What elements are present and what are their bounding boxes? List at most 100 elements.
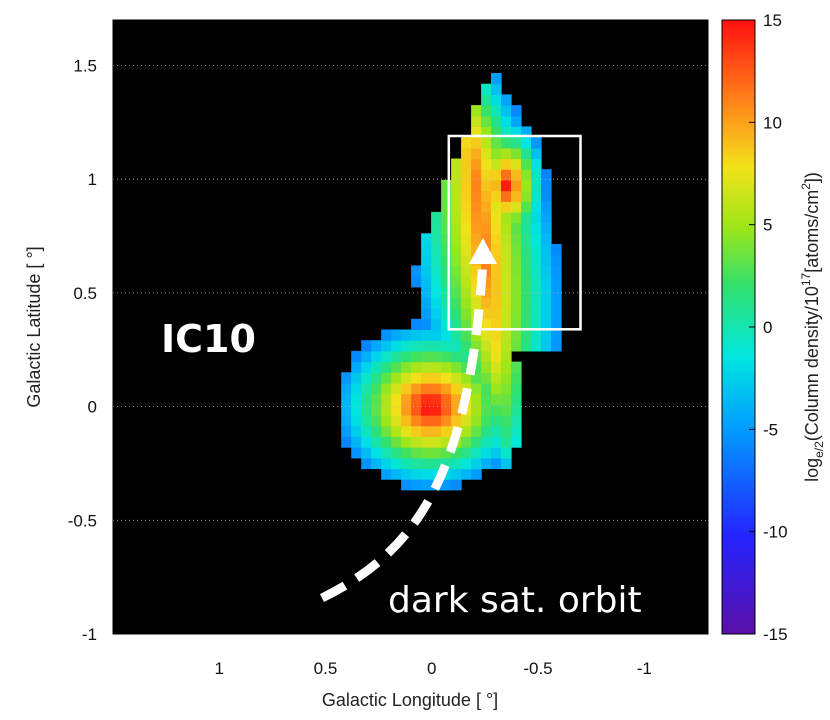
heatmap-cell xyxy=(421,308,432,320)
heatmap-cell xyxy=(421,286,432,298)
heatmap-cell xyxy=(511,393,522,405)
heatmap-cell xyxy=(471,447,482,459)
heatmap-cell xyxy=(461,265,472,277)
heatmap-cell xyxy=(441,244,452,256)
heatmap-cell xyxy=(401,361,412,373)
heatmap-cell xyxy=(471,297,482,309)
heatmap-cell xyxy=(531,190,542,202)
heatmap-cell xyxy=(541,286,552,298)
heatmap-cell xyxy=(401,479,412,491)
heatmap-cell xyxy=(511,190,522,202)
heatmap-cell xyxy=(411,415,422,427)
heatmap-cell xyxy=(521,147,532,160)
heatmap-cell xyxy=(491,115,502,127)
colorbar-tick-label: -5 xyxy=(763,420,778,439)
heatmap-cell xyxy=(511,361,522,373)
heatmap-cell xyxy=(551,244,562,256)
colorbar-label-sup: 17 xyxy=(799,272,813,286)
heatmap-cell xyxy=(491,169,502,181)
heatmap-cell xyxy=(451,479,462,491)
heatmap-cell xyxy=(421,382,432,395)
heatmap-cell xyxy=(511,425,522,437)
heatmap-cell xyxy=(491,457,502,470)
heatmap-cell xyxy=(381,350,392,363)
heatmap-cell xyxy=(371,404,382,416)
heatmap-cell xyxy=(401,393,412,405)
heatmap-cell xyxy=(371,457,382,470)
heatmap-cell xyxy=(481,350,492,363)
heatmap-cell xyxy=(371,415,382,427)
highlight-box xyxy=(447,134,582,331)
y-tick-label: -1 xyxy=(82,625,97,644)
heatmap-cell xyxy=(431,329,442,341)
heatmap-cell xyxy=(511,404,522,416)
heatmap-cell xyxy=(541,179,552,192)
heatmap-cell xyxy=(361,393,372,405)
heatmap-cell xyxy=(451,211,462,224)
heatmap-cell xyxy=(451,222,462,234)
heatmap-cell xyxy=(481,276,492,288)
heatmap-cell xyxy=(351,425,362,437)
heatmap-cell xyxy=(441,479,452,491)
heatmap-cell xyxy=(451,393,462,405)
heatmap-cell xyxy=(481,137,492,149)
heatmap-cell xyxy=(441,233,452,245)
heatmap-cell xyxy=(521,340,532,352)
heatmap-cell xyxy=(521,318,532,331)
heatmap-cell xyxy=(381,468,392,480)
heatmap-cell xyxy=(361,382,372,395)
heatmap-cell xyxy=(401,447,412,459)
heatmap-cell xyxy=(441,201,452,213)
heatmap-cell xyxy=(521,222,532,234)
heatmap-cell xyxy=(371,382,382,395)
heatmap-cell xyxy=(371,393,382,405)
heatmap-cell xyxy=(431,468,442,480)
heatmap-cell xyxy=(501,169,512,181)
heatmap-cell xyxy=(551,265,562,277)
heatmap-cell xyxy=(421,276,432,288)
heatmap-cell xyxy=(351,404,362,416)
heatmap-cell xyxy=(451,361,462,373)
heatmap-cell xyxy=(461,222,472,234)
heatmap-cell xyxy=(451,404,462,416)
heatmap-cell xyxy=(401,382,412,395)
heatmap-cell xyxy=(461,468,472,480)
colorbar-tick-label: -10 xyxy=(763,523,788,542)
heatmap-cell xyxy=(461,436,472,448)
heatmap-cell xyxy=(521,211,532,224)
heatmap-cell xyxy=(371,447,382,459)
heatmap-cell xyxy=(421,244,432,256)
heatmap-cell xyxy=(541,201,552,213)
heatmap-cell xyxy=(461,361,472,373)
heatmap-cell xyxy=(431,254,442,266)
heatmap-cell xyxy=(481,233,492,245)
heatmap-cell xyxy=(491,105,502,117)
heatmap-cell xyxy=(481,126,492,138)
heatmap-cell xyxy=(441,318,452,331)
colorbar-tick-label: 10 xyxy=(763,113,782,132)
heatmap-cell xyxy=(391,457,402,470)
heatmap-cell xyxy=(351,372,362,384)
heatmap-cell xyxy=(501,404,512,416)
heatmap-cell xyxy=(471,201,482,213)
heatmap-cell xyxy=(491,329,502,341)
heatmap-cell xyxy=(471,222,482,234)
heatmap-cell xyxy=(531,137,542,149)
heatmap-cell xyxy=(541,233,552,245)
heatmap-cell xyxy=(391,361,402,373)
heatmap-cell xyxy=(521,297,532,309)
heatmap-cell xyxy=(481,169,492,181)
heatmap-cell xyxy=(431,382,442,395)
heatmap-cell xyxy=(371,425,382,437)
heatmap-cell xyxy=(401,329,412,341)
heatmap-cell xyxy=(481,211,492,224)
heatmap-cell xyxy=(391,382,402,395)
heatmap-cell xyxy=(351,361,362,373)
heatmap-cell xyxy=(481,340,492,352)
heatmap-cell xyxy=(351,393,362,405)
heatmap-cell xyxy=(481,147,492,160)
heatmap-cell xyxy=(471,179,482,192)
heatmap-cell xyxy=(471,361,482,373)
heatmap-cell xyxy=(411,382,422,395)
heatmap-cell xyxy=(461,447,472,459)
